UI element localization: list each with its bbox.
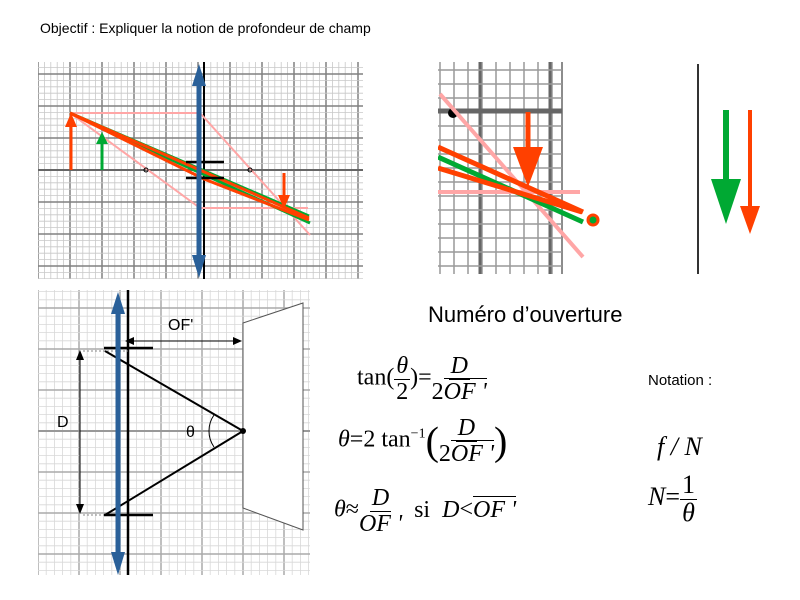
lens-arrow-down	[192, 255, 206, 278]
lens-arrow-up	[192, 64, 206, 86]
formula-theta-approx: θ≈ D OF ' si D<OF '	[334, 485, 517, 537]
section-title: Numéro d’ouverture	[428, 302, 623, 327]
ray	[104, 430, 244, 516]
lens-arrow-down	[111, 552, 125, 575]
red-ray	[69, 111, 310, 220]
formula-theta-arctan: θ=2 tan−1(D 2OF ')	[338, 415, 508, 467]
d-arrowhead	[76, 504, 84, 514]
aperture-diagram	[38, 290, 310, 575]
label-of: OF'	[168, 317, 194, 334]
notation-label: Notation :	[648, 372, 713, 389]
green-image-arrow-head	[711, 179, 741, 224]
image-point	[586, 213, 600, 227]
ray	[104, 350, 244, 432]
label-theta: θ	[186, 424, 195, 441]
object-arrow-head	[65, 113, 77, 127]
formula-n-definition: N= 1 θ	[648, 470, 698, 527]
red-ray	[438, 165, 583, 215]
green-object-arrow-head	[96, 132, 108, 144]
objective-text: Objectif : Expliquer la notion de profon…	[40, 20, 371, 36]
notation-f-over-n: f / N	[657, 432, 702, 461]
of-arrowhead	[233, 337, 242, 345]
focal-point	[247, 167, 253, 173]
red-ray	[438, 144, 585, 215]
red-image-arrow-head	[740, 206, 760, 234]
d-arrowhead	[76, 350, 84, 360]
screen	[242, 302, 304, 531]
light-ray	[438, 92, 585, 259]
label-d: D	[57, 414, 69, 431]
zoomed-image-diagram	[438, 62, 760, 274]
of-arrowhead	[125, 337, 134, 345]
lens-arrow-up	[111, 292, 125, 314]
lens-ray-diagram	[38, 62, 363, 279]
focal-point	[143, 167, 149, 173]
formula-tan-half-angle: tan(θ 2)= D 2OF '	[357, 353, 487, 405]
image-arrow-head	[278, 195, 290, 209]
focal-point	[240, 428, 246, 434]
angle-arc	[208, 414, 215, 448]
image-arrow-head	[513, 147, 543, 187]
